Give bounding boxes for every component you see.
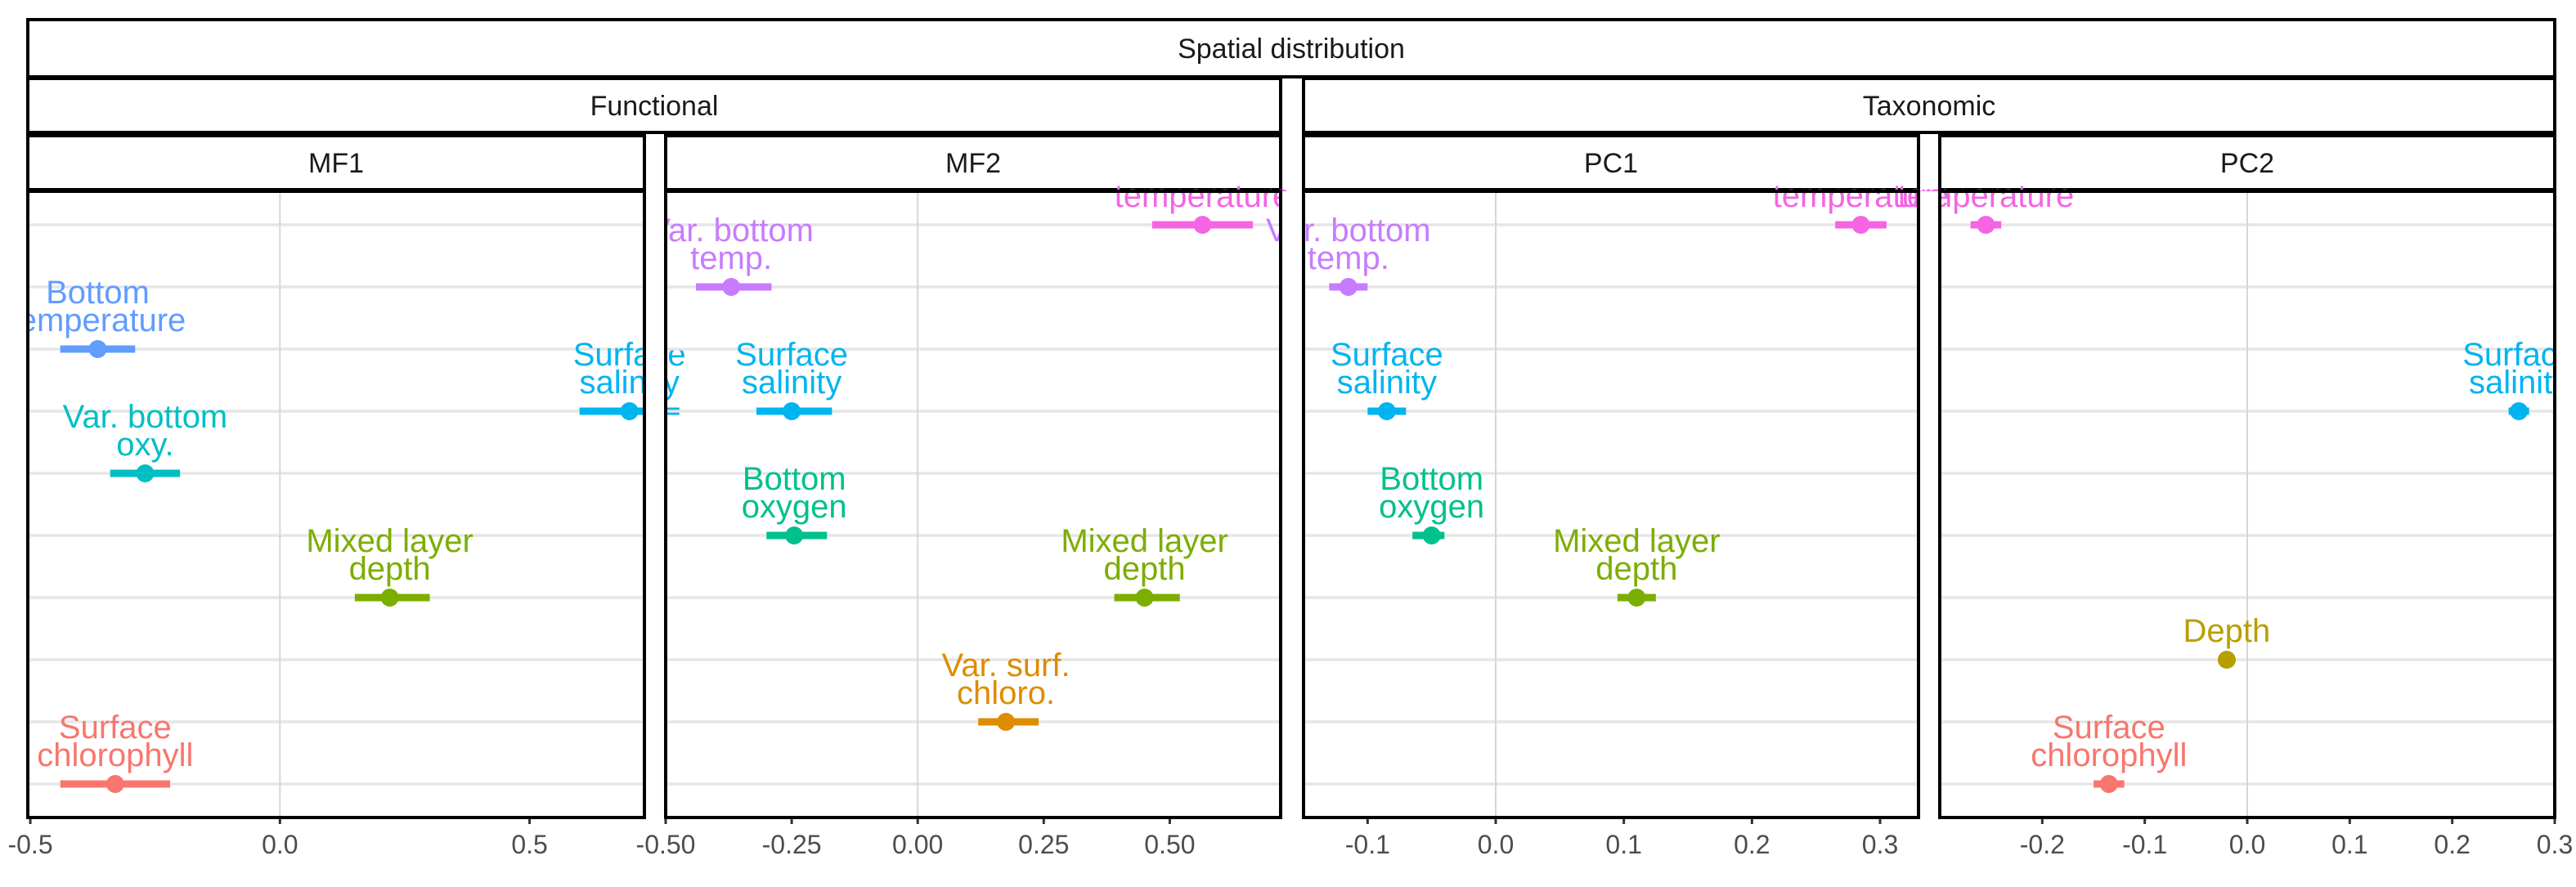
group-label-taxonomic: Taxonomic — [1863, 91, 1996, 122]
pc1-point-var-bottom-temp — [1339, 278, 1358, 296]
mf2-x-tick-label: -0.50 — [636, 830, 696, 859]
pc1-point-bottom-oxygen — [1422, 526, 1441, 544]
pc2-x-tick-label: 0.0 — [2229, 830, 2265, 859]
mf2-x-tick-label: 0.50 — [1144, 830, 1195, 859]
mf2-label-surface-salinity: salinity — [742, 365, 841, 401]
mf1-x-tick-label: -0.5 — [7, 830, 52, 859]
pc1-x-tick-label: 0.1 — [1605, 830, 1641, 859]
panel-title-mf1: MF1 — [308, 148, 364, 179]
mf1-x-tick-label: 0.5 — [511, 830, 547, 859]
pc2-label-surface-chlorophyll: Surface — [2053, 710, 2165, 746]
mf2-x-tick-label: 0.25 — [1018, 830, 1069, 859]
panel-strip-pc1 — [1302, 134, 1920, 191]
mf2-point-mixed-layer-depth — [1135, 589, 1154, 607]
mf1-point-surface-chlorophyll — [105, 775, 124, 793]
pc1-x-tick-label: 0.3 — [1862, 830, 1898, 859]
pc2-label-surface-salinity: salinity — [2469, 365, 2569, 401]
mf1-point-surface-salinity — [620, 402, 639, 420]
pc2-point-surface-chlorophyll — [2099, 775, 2118, 793]
mf1-label-bottom-temperature: temperature — [10, 302, 186, 338]
mf2-label-temperature: temperature — [1115, 178, 1291, 214]
panel-title-pc2: PC2 — [2220, 148, 2274, 179]
mf1-label-surface-chlorophyll: chlorophyll — [37, 737, 193, 773]
panel-gap-mask — [1282, 191, 1302, 818]
panel-title-mf2: MF2 — [945, 148, 1001, 179]
mf1-label-bottom-temperature: Bottom — [46, 275, 150, 311]
chart-title: Spatial distribution — [1178, 34, 1405, 65]
mf2-x-tick-label: 0.00 — [892, 830, 943, 859]
pc1-label-surface-salinity: Surface — [1331, 337, 1443, 373]
panel-title-pc1: PC1 — [1584, 148, 1638, 179]
mf2-point-surface-salinity — [783, 402, 801, 420]
title-strip — [26, 18, 2556, 78]
pc1-label-mixed-layer-depth: Mixed layer — [1553, 523, 1721, 559]
mf1-label-var-bottom-oxy: Var. bottom — [63, 399, 228, 435]
panel-gap-mask — [1920, 191, 1938, 818]
pc1-x-tick-label: 0.0 — [1478, 830, 1514, 859]
mf2-x-tick-label: -0.25 — [762, 830, 822, 859]
mf1-label-surface-chlorophyll: Surface — [59, 710, 172, 746]
pc2-x-tick-label: 0.1 — [2331, 830, 2367, 859]
left-margin-mask — [0, 191, 26, 818]
panel-strip-mf1 — [26, 134, 646, 191]
mf2-label-var-surf-chloro: Var. surf. — [942, 647, 1070, 683]
mf1-point-mixed-layer-depth — [380, 589, 399, 607]
mf2-label-mixed-layer-depth: Mixed layer — [1061, 523, 1228, 559]
group-label-functional: Functional — [590, 91, 719, 122]
mf2-label-var-bottom-temp: temp. — [690, 240, 772, 276]
mf2-point-temperature — [1193, 216, 1212, 234]
mf1-label-var-bottom-oxy: oxy. — [116, 427, 173, 463]
pc2-point-depth — [2217, 651, 2236, 669]
pc2-point-temperature — [1977, 216, 1995, 234]
pc1-point-surface-salinity — [1377, 402, 1396, 420]
pc1-label-mixed-layer-depth: depth — [1595, 551, 1677, 587]
pc2-x-tick-label: -0.1 — [2122, 830, 2167, 859]
mf2-label-var-surf-chloro: chloro. — [957, 675, 1055, 711]
mf1-point-var-bottom-oxy — [136, 464, 155, 482]
pc1-label-surface-salinity: salinity — [1337, 365, 1437, 401]
pc1-label-bottom-oxygen: oxygen — [1379, 489, 1484, 525]
mf1-label-mixed-layer-depth: depth — [349, 551, 431, 587]
mf1-x-tick-label: 0.0 — [262, 830, 298, 859]
pc1-point-mixed-layer-depth — [1627, 589, 1646, 607]
mf1-label-mixed-layer-depth: Mixed layer — [306, 523, 473, 559]
mf2-point-var-bottom-temp — [722, 278, 741, 296]
pc1-point-temperature — [1851, 216, 1870, 234]
panel-frame-pc1 — [1302, 190, 1920, 819]
pc1-x-tick-label: 0.2 — [1734, 830, 1770, 859]
mf2-label-bottom-oxygen: Bottom — [743, 461, 846, 497]
pc2-x-tick-label: 0.3 — [2537, 830, 2573, 859]
pc1-x-tick-label: -0.1 — [1345, 830, 1390, 859]
mf2-label-mixed-layer-depth: depth — [1104, 551, 1186, 587]
mf2-point-var-surf-chloro — [997, 713, 1016, 731]
mf2-label-var-bottom-temp: Var. bottom — [648, 213, 814, 249]
panel-gap-mask — [646, 191, 664, 818]
group-strip-functional — [26, 77, 1282, 134]
mf2-label-surface-salinity: Surface — [735, 337, 848, 373]
right-margin-mask — [2556, 191, 2576, 818]
pc2-label-depth: Depth — [2183, 613, 2271, 649]
pc2-label-surface-chlorophyll: chlorophyll — [2031, 737, 2187, 773]
pc2-point-surface-salinity — [2510, 402, 2529, 420]
mf2-label-bottom-oxygen: oxygen — [742, 489, 847, 525]
panel-frame-pc2 — [1938, 190, 2556, 819]
pc1-label-var-bottom-temp: temp. — [1308, 240, 1389, 276]
pc1-label-bottom-oxygen: Bottom — [1380, 461, 1483, 497]
mf2-point-bottom-oxygen — [785, 526, 804, 544]
pc2-x-tick-label: 0.2 — [2434, 830, 2470, 859]
panel-strip-pc2 — [1938, 134, 2556, 191]
group-strip-taxonomic — [1302, 77, 2556, 134]
panel-frame-mf1 — [26, 190, 646, 819]
panel-frame-mf2 — [664, 190, 1282, 819]
mf1-point-bottom-temperature — [88, 340, 107, 358]
pc2-x-tick-label: -0.2 — [2020, 830, 2065, 859]
